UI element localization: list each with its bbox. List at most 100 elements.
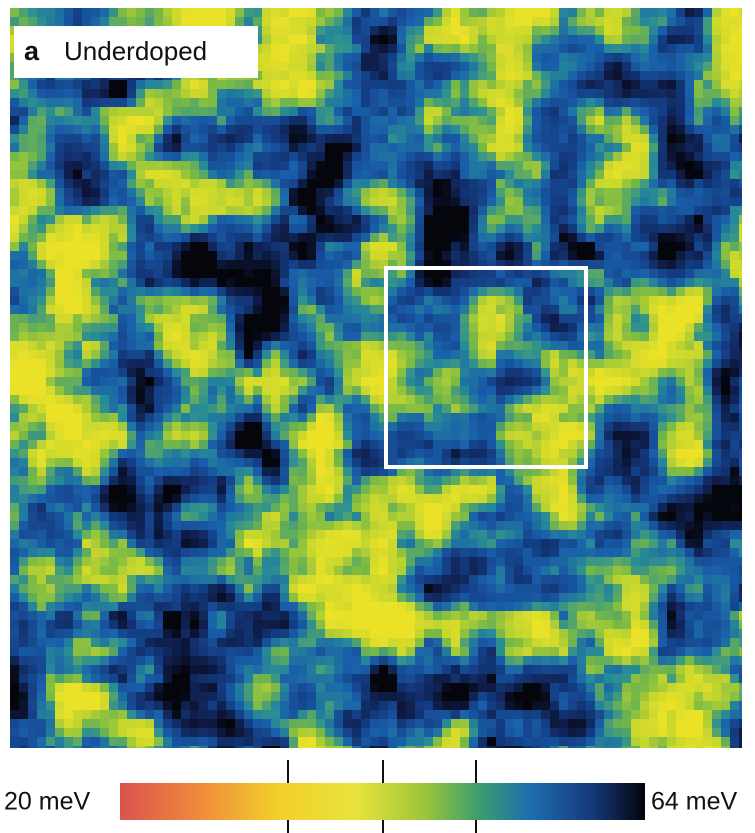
map-cell xyxy=(640,359,650,369)
map-cell xyxy=(271,368,281,378)
map-cell xyxy=(226,152,236,162)
map-cell xyxy=(442,62,452,72)
map-cell xyxy=(424,224,434,234)
map-cell xyxy=(37,368,47,378)
map-cell xyxy=(622,8,632,18)
map-cell xyxy=(406,323,416,333)
map-cell xyxy=(73,98,83,108)
map-cell xyxy=(577,134,587,144)
map-cell xyxy=(694,98,704,108)
map-cell xyxy=(127,395,137,405)
map-cell xyxy=(226,413,236,423)
map-cell xyxy=(451,323,461,333)
map-cell xyxy=(685,44,695,54)
map-cell xyxy=(559,305,569,315)
map-cell xyxy=(244,314,254,324)
map-cell xyxy=(685,476,695,486)
map-cell xyxy=(55,359,65,369)
map-cell xyxy=(712,476,722,486)
map-cell xyxy=(325,539,335,549)
map-cell xyxy=(460,125,470,135)
map-cell xyxy=(154,260,164,270)
map-cell xyxy=(289,314,299,324)
map-cell xyxy=(442,314,452,324)
map-cell xyxy=(577,152,587,162)
map-cell xyxy=(514,359,524,369)
map-cell xyxy=(73,305,83,315)
map-cell xyxy=(712,233,722,243)
map-cell xyxy=(136,170,146,180)
map-cell xyxy=(442,323,452,333)
map-cell xyxy=(739,377,749,387)
map-cell xyxy=(658,323,668,333)
map-cell xyxy=(244,269,254,279)
map-cell xyxy=(613,260,623,270)
map-cell xyxy=(82,323,92,333)
map-cell xyxy=(316,107,326,117)
map-cell xyxy=(10,116,20,126)
map-cell xyxy=(226,17,236,27)
map-cell xyxy=(451,26,461,36)
map-cell xyxy=(28,287,38,297)
map-cell xyxy=(10,440,20,450)
map-cell xyxy=(541,368,551,378)
map-cell xyxy=(406,170,416,180)
map-cell xyxy=(28,305,38,315)
map-cell xyxy=(271,35,281,45)
map-cell xyxy=(406,152,416,162)
map-cell xyxy=(361,350,371,360)
map-cell xyxy=(658,494,668,504)
map-cell xyxy=(271,476,281,486)
map-cell xyxy=(37,422,47,432)
map-cell xyxy=(451,179,461,189)
map-cell xyxy=(406,503,416,513)
map-cell xyxy=(226,107,236,117)
map-cell xyxy=(649,539,659,549)
map-cell xyxy=(316,440,326,450)
map-cell xyxy=(415,44,425,54)
map-cell xyxy=(190,170,200,180)
map-cell xyxy=(469,539,479,549)
map-cell xyxy=(271,197,281,207)
map-cell xyxy=(388,62,398,72)
map-cell xyxy=(73,359,83,369)
map-cell xyxy=(82,116,92,126)
map-cell xyxy=(190,278,200,288)
map-cell xyxy=(226,422,236,432)
map-cell xyxy=(703,404,713,414)
map-cell xyxy=(307,161,317,171)
map-cell xyxy=(64,404,74,414)
map-cell xyxy=(91,170,101,180)
map-cell xyxy=(442,53,452,63)
map-cell xyxy=(145,152,155,162)
map-cell xyxy=(343,161,353,171)
map-cell xyxy=(559,44,569,54)
map-cell xyxy=(199,512,209,522)
map-cell xyxy=(658,368,668,378)
map-cell xyxy=(19,215,29,225)
map-cell xyxy=(163,323,173,333)
map-cell xyxy=(10,512,20,522)
map-cell xyxy=(262,350,272,360)
map-cell xyxy=(676,170,686,180)
map-cell xyxy=(298,215,308,225)
map-cell xyxy=(550,350,560,360)
map-cell xyxy=(649,71,659,81)
map-cell xyxy=(199,17,209,27)
map-cell xyxy=(208,485,218,495)
map-cell xyxy=(100,413,110,423)
map-cell xyxy=(10,224,20,234)
map-cell xyxy=(676,89,686,99)
map-cell xyxy=(262,161,272,171)
map-cell xyxy=(595,521,605,531)
map-cell xyxy=(694,332,704,342)
map-cell xyxy=(307,440,317,450)
map-cell xyxy=(415,179,425,189)
map-cell xyxy=(469,125,479,135)
map-cell xyxy=(739,170,749,180)
map-cell xyxy=(370,494,380,504)
map-cell xyxy=(613,314,623,324)
map-cell xyxy=(460,206,470,216)
map-cell xyxy=(505,431,515,441)
map-cell xyxy=(343,260,353,270)
